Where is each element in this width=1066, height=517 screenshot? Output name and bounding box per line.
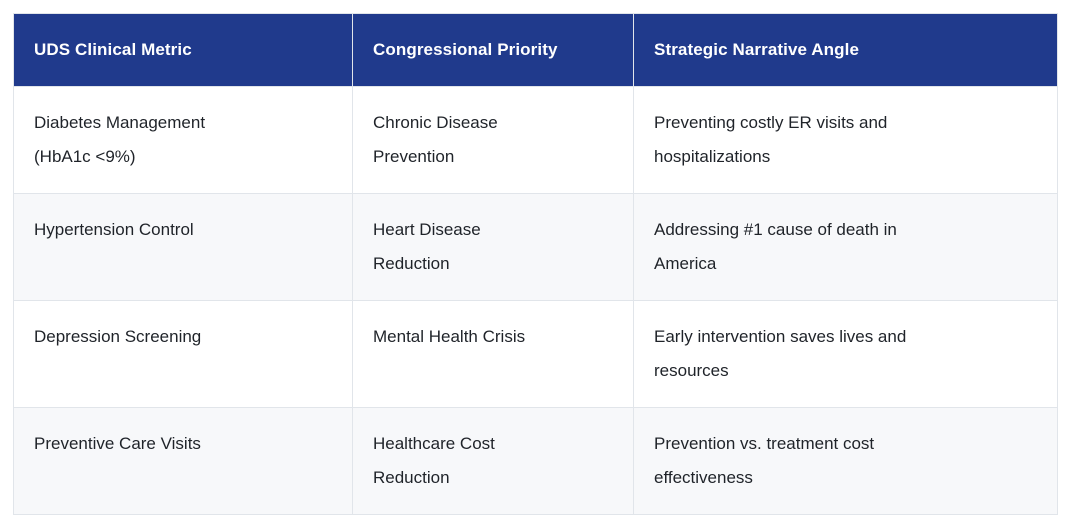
header-cell-strategic-narrative-angle: Strategic Narrative Angle [633, 13, 1058, 87]
table-cell-priority: Chronic Disease Prevention [352, 86, 634, 194]
header-cell-congressional-priority: Congressional Priority [352, 13, 634, 87]
table-cell-priority: Heart Disease Reduction [352, 193, 634, 301]
table-cell-metric: Depression Screening [13, 300, 353, 408]
table-row: Diabetes Management (HbA1c <9%) Chronic … [13, 86, 1058, 194]
header-cell-uds-clinical-metric: UDS Clinical Metric [13, 13, 353, 87]
table-cell-narrative: Early intervention saves lives and resou… [633, 300, 1058, 408]
table-cell-priority: Healthcare Cost Reduction [352, 407, 634, 515]
table-cell-metric: Hypertension Control [13, 193, 353, 301]
table-cell-narrative: Addressing #1 cause of death in America [633, 193, 1058, 301]
table-cell-narrative: Preventing costly ER visits and hospital… [633, 86, 1058, 194]
table-cell-narrative: Prevention vs. treatment cost effectiven… [633, 407, 1058, 515]
table-cell-metric: Diabetes Management (HbA1c <9%) [13, 86, 353, 194]
uds-metrics-table: UDS Clinical Metric Congressional Priori… [13, 13, 1058, 515]
table-row: Hypertension Control Heart Disease Reduc… [13, 193, 1058, 301]
table-cell-metric: Preventive Care Visits [13, 407, 353, 515]
table-row: Preventive Care Visits Healthcare Cost R… [13, 407, 1058, 515]
header-row: UDS Clinical Metric Congressional Priori… [13, 13, 1058, 87]
table-row: Depression Screening Mental Health Crisi… [13, 300, 1058, 408]
table-cell-priority: Mental Health Crisis [352, 300, 634, 408]
